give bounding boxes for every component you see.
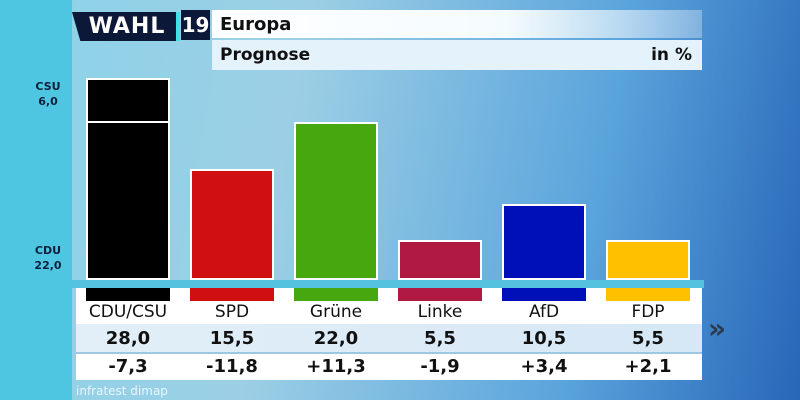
- unit-label: in %: [651, 45, 692, 65]
- csu-value: 6,0: [38, 95, 58, 108]
- color-strip: [86, 288, 170, 301]
- year-badge: 19: [181, 10, 210, 40]
- bar-linke: [398, 240, 482, 280]
- subtitle-bar: Prognose in %: [212, 40, 702, 70]
- color-strip: [190, 288, 274, 301]
- party-name: SPD: [214, 302, 250, 322]
- table-column-fdp: FDP 5,5 +2,1: [596, 288, 700, 380]
- cdu-label: CDU 22,0: [18, 243, 78, 273]
- csu-label: CSU 6,0: [18, 79, 78, 109]
- table-column-gruene: Grüne 22,0 +11,3: [284, 288, 388, 380]
- bar-cdu-csu: [86, 78, 170, 280]
- brand-accent: [176, 12, 180, 41]
- party-change: +2,1: [624, 356, 672, 377]
- party-value: 28,0: [105, 328, 151, 349]
- source-credit: infratest dimap: [76, 384, 168, 398]
- party-change: +11,3: [306, 356, 366, 377]
- party-change: +3,4: [520, 356, 568, 377]
- party-name: CDU/CSU: [88, 302, 168, 322]
- cdu-name: CDU: [34, 244, 62, 257]
- bar-spd: [190, 169, 274, 280]
- brand-logo: WAHL: [72, 12, 176, 41]
- page-title: Europa: [212, 10, 702, 38]
- background-left: [0, 0, 72, 400]
- bar-afd: [502, 204, 586, 280]
- results-table: CDU/CSU 28,0 -7,3 SPD 15,5 -11,8 Grüne 2…: [76, 288, 702, 380]
- party-name: FDP: [631, 302, 665, 322]
- party-name: Grüne: [309, 302, 363, 322]
- party-change: -7,3: [108, 356, 148, 377]
- party-value: 22,0: [313, 328, 359, 349]
- values-row-bg: [76, 324, 702, 352]
- cdu-value: 22,0: [34, 259, 62, 272]
- csu-name: CSU: [35, 80, 61, 93]
- party-name: AfD: [528, 302, 560, 322]
- subtitle-text: Prognose: [220, 45, 311, 65]
- party-value: 5,5: [632, 328, 664, 349]
- bar-fdp: [606, 240, 690, 280]
- color-strip: [606, 288, 690, 301]
- bar-gruene: [294, 122, 378, 280]
- table-column-cdu-csu: CDU/CSU 28,0 -7,3: [76, 288, 180, 380]
- csu-cdu-divider: [88, 121, 168, 123]
- title-text: Europa: [220, 13, 292, 35]
- table-column-afd: AfD 10,5 +3,4: [492, 288, 596, 380]
- party-value: 5,5: [424, 328, 456, 349]
- color-strip: [294, 288, 378, 301]
- party-change: -1,9: [420, 356, 460, 377]
- row-separator: [76, 352, 702, 354]
- next-chevron-icon[interactable]: »: [708, 312, 726, 345]
- party-name: Linke: [417, 302, 463, 322]
- baseline: [72, 280, 704, 288]
- color-strip: [502, 288, 586, 301]
- color-strip: [398, 288, 482, 301]
- party-value: 15,5: [209, 328, 255, 349]
- party-value: 10,5: [521, 328, 567, 349]
- table-column-spd: SPD 15,5 -11,8: [180, 288, 284, 380]
- table-column-linke: Linke 5,5 -1,9: [388, 288, 492, 380]
- party-change: -11,8: [206, 356, 258, 377]
